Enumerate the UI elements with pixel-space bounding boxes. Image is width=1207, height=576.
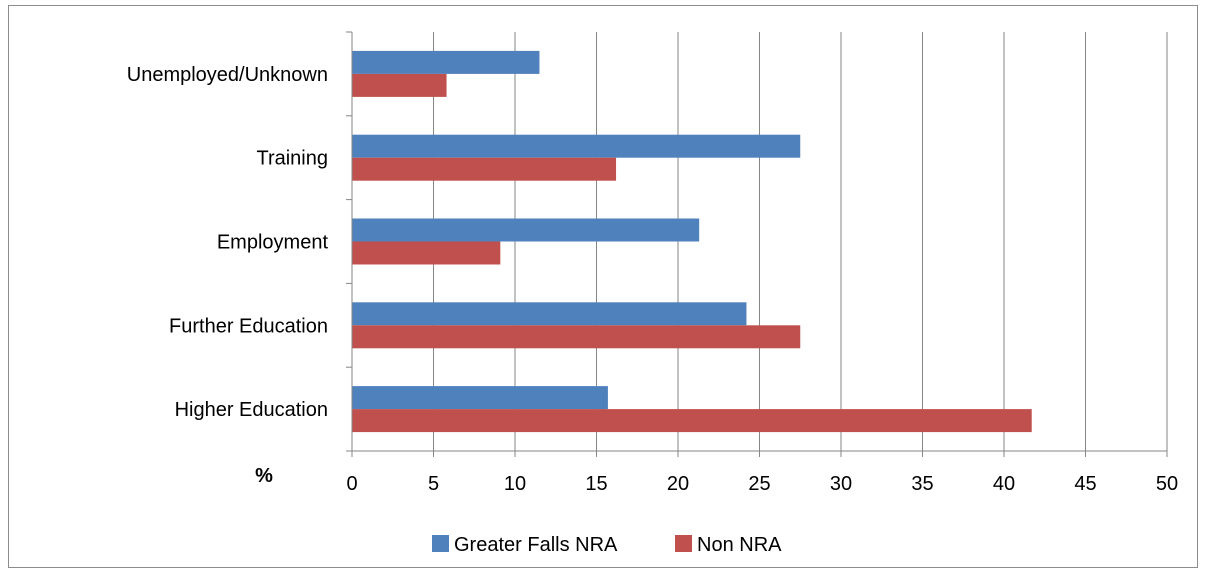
x-tick-label: 30 [830,473,852,495]
x-tick-labels: 0 5 10 15 20 25 30 35 40 45 50 [346,473,1178,495]
x-tick-label: 45 [1074,473,1096,495]
bar-greater-falls-nra [352,218,700,242]
gridlines [433,32,1168,451]
x-tick-label: 35 [911,473,933,495]
x-tick-label: 40 [993,473,1015,495]
bar-non-nra [352,73,447,97]
category-labels: Unemployed/Unknown Training Employment Furt… [127,64,329,421]
chart-frame [8,5,1198,568]
legend-swatch [432,535,449,552]
bar-greater-falls-nra [352,134,801,158]
x-tick-label: 15 [585,473,607,495]
bar-non-nra [352,325,801,349]
bars [352,50,1032,433]
legend-label: Greater Falls NRA [454,534,618,556]
category-label: Employment [217,232,329,254]
category-label: Training [256,148,328,170]
x-tick-label: 50 [1156,473,1178,495]
x-tick-label: 0 [346,473,357,495]
category-label: Unemployed/Unknown [127,64,328,86]
bar-non-nra [352,157,617,181]
x-tick-label: 5 [428,473,439,495]
bar-greater-falls-nra [352,386,608,410]
x-tick-label: 25 [748,473,770,495]
x-tick-label: 10 [504,473,526,495]
bar-greater-falls-nra [352,50,540,74]
bar-non-nra [352,241,501,265]
category-label: Further Education [169,315,328,337]
legend-label: Non NRA [697,534,782,556]
category-label: Higher Education [175,399,328,421]
legend-swatch [675,535,692,552]
x-axis-unit: % [255,465,273,487]
bar-non-nra [352,409,1032,433]
bar-greater-falls-nra [352,302,747,326]
x-tick-label: 20 [667,473,689,495]
axes [346,31,1168,457]
legend: Greater Falls NRA Non NRA [432,534,782,556]
